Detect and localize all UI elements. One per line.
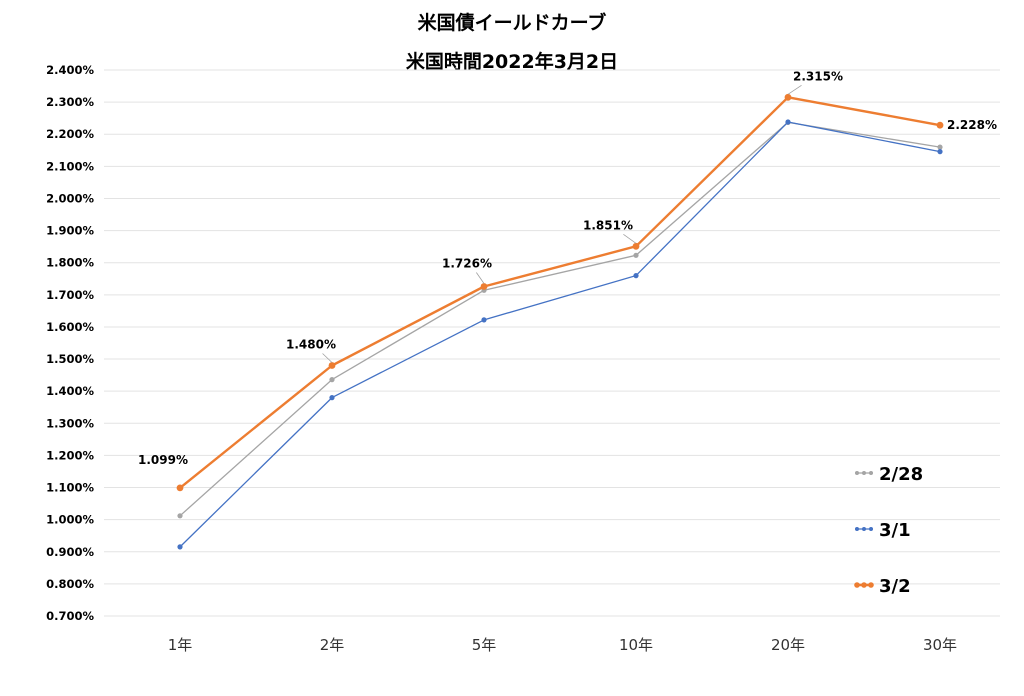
x-tick-label: 1年 <box>168 636 193 654</box>
data-point <box>480 283 488 290</box>
label-leader-line <box>623 234 637 244</box>
data-label: 1.851% <box>583 218 633 232</box>
data-point <box>481 317 487 323</box>
data-label: 1.726% <box>442 256 492 270</box>
data-point <box>936 121 944 129</box>
data-label: 2.228% <box>947 118 997 132</box>
legend-marker <box>868 582 874 588</box>
label-leader-line <box>322 353 333 363</box>
y-tick-label: 2.000% <box>46 191 94 205</box>
data-point <box>177 544 183 550</box>
x-tick-label: 10年 <box>619 636 653 654</box>
series-line <box>179 96 941 489</box>
y-tick-label: 2.400% <box>46 63 94 77</box>
data-label: 2.315% <box>793 69 843 83</box>
data-point <box>632 242 640 250</box>
legend-marker <box>854 582 860 588</box>
data-point <box>937 149 943 155</box>
legend-item-2-28: 2/28 <box>855 464 923 485</box>
y-tick-label: 2.100% <box>46 159 94 173</box>
data-label: 1.480% <box>286 337 336 351</box>
data-point <box>328 362 336 369</box>
y-tick-label: 1.900% <box>46 224 94 238</box>
y-tick-label: 2.300% <box>46 95 94 109</box>
data-point <box>784 93 792 101</box>
data-point <box>785 119 791 125</box>
legend-marker <box>862 527 866 531</box>
legend-marker <box>861 582 867 588</box>
legend-marker <box>855 527 859 531</box>
x-tick-label: 2年 <box>320 636 345 654</box>
legend-label: 2/28 <box>879 464 923 485</box>
series-lines <box>176 93 944 550</box>
y-tick-label: 1.400% <box>46 384 94 398</box>
legend-item-3-2: 3/2 <box>854 576 911 597</box>
x-tick-label: 30年 <box>923 636 957 654</box>
x-tick-label: 20年 <box>771 636 805 654</box>
y-tick-label: 1.700% <box>46 288 94 302</box>
legend-label: 3/1 <box>879 520 911 541</box>
series-2-28 <box>177 119 943 519</box>
label-leader-line <box>476 272 485 284</box>
data-point <box>633 252 639 258</box>
series-line <box>179 121 941 517</box>
y-tick-label: 1.200% <box>46 448 94 462</box>
series-line <box>179 121 941 548</box>
legend-marker <box>862 471 866 475</box>
legend-item-3-1: 3/1 <box>855 520 911 541</box>
y-tick-label: 1.000% <box>46 513 94 527</box>
x-axis-ticks: 1年 2年 5年 10年 20年 30年 <box>168 636 957 654</box>
y-tick-label: 1.800% <box>46 256 94 270</box>
label-leader-line <box>787 84 802 95</box>
legend-marker <box>869 471 873 475</box>
legend: 2/28 3/1 3/2 <box>854 464 923 597</box>
y-tick-label: 1.100% <box>46 481 94 495</box>
y-tick-label: 1.300% <box>46 416 94 430</box>
y-tick-label: 1.500% <box>46 352 94 366</box>
gridlines <box>104 69 1000 617</box>
x-tick-label: 5年 <box>472 636 497 654</box>
data-point <box>633 273 639 279</box>
y-tick-label: 0.900% <box>46 545 94 559</box>
data-point <box>329 377 335 383</box>
series-3-1 <box>177 119 943 550</box>
y-tick-label: 0.800% <box>46 577 94 591</box>
y-tick-label: 0.700% <box>46 609 94 623</box>
data-point <box>176 484 184 492</box>
chart-subtitle: 米国時間2022年3月2日 <box>406 50 618 73</box>
legend-marker <box>855 471 859 475</box>
y-tick-label: 2.200% <box>46 127 94 141</box>
y-axis-ticks: 0.700% 0.800% 0.900% 1.000% 1.100% 1.200% 1.30… <box>46 63 94 623</box>
data-point <box>177 513 183 519</box>
data-point <box>329 395 335 401</box>
legend-label: 3/2 <box>879 576 911 597</box>
series-3-2 <box>176 93 944 492</box>
data-label: 1.099% <box>138 453 188 467</box>
data-point <box>937 144 943 150</box>
data-labels: 1.099% 1.480% 1.726% 1.851% 2.315% 2.228% <box>138 69 997 467</box>
chart-title: 米国債イールドカーブ <box>418 11 607 34</box>
y-tick-label: 1.600% <box>46 320 94 334</box>
legend-marker <box>869 527 873 531</box>
